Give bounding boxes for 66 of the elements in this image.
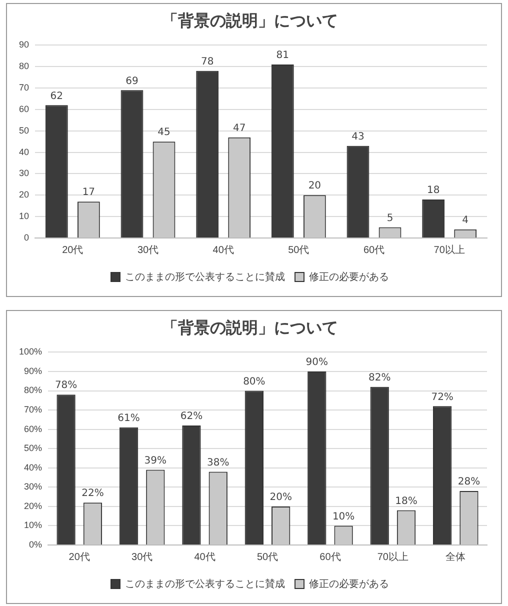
data-label: 20% xyxy=(270,492,292,504)
y-tick-label: 70 xyxy=(18,82,30,93)
data-label: 10% xyxy=(332,511,355,522)
legend-label: 修正の必要がある xyxy=(309,578,389,590)
data-label: 81 xyxy=(276,50,290,62)
data-label: 47 xyxy=(232,122,246,134)
data-label: 43 xyxy=(352,131,364,142)
y-tick-label: 50 xyxy=(18,125,30,136)
data-label: 4 xyxy=(462,215,469,226)
y-tick-label: 20% xyxy=(24,500,42,511)
data-label: 5 xyxy=(386,212,394,224)
data-label: 90% xyxy=(306,357,328,368)
data-label: 78% xyxy=(54,380,78,392)
legend-label: 修正の必要がある xyxy=(309,270,389,283)
x-tick-label: 20代 xyxy=(62,244,84,256)
y-tick-label: 90 xyxy=(18,40,30,50)
x-tick-label: 60代 xyxy=(363,244,385,256)
data-label: 82% xyxy=(368,372,391,384)
data-label: 28% xyxy=(458,476,480,488)
x-tick-label: 40代 xyxy=(212,244,234,256)
data-label: 62% xyxy=(180,411,203,422)
data-label: 22% xyxy=(82,488,104,500)
legend-label: このままの形で公表することに賛成 xyxy=(125,578,285,590)
data-label: 80% xyxy=(243,376,266,388)
y-tick-label: 60 xyxy=(18,104,30,114)
data-label: 45 xyxy=(158,127,170,138)
y-tick-label: 40% xyxy=(24,462,42,472)
y-tick-label: 10 xyxy=(18,211,30,222)
data-label: 78 xyxy=(200,56,214,68)
x-tick-label: 60代 xyxy=(320,552,341,563)
data-label: 72% xyxy=(431,392,454,403)
y-tick-label: 20 xyxy=(18,190,30,200)
x-tick-label: 20代 xyxy=(68,552,90,563)
data-label: 18 xyxy=(426,185,440,196)
data-label: 18% xyxy=(395,496,418,507)
x-tick-label: 全体 xyxy=(446,550,466,563)
x-tick-label: 70以上 xyxy=(434,244,465,256)
y-tick-label: 50% xyxy=(24,443,42,454)
y-tick-label: 60% xyxy=(24,424,42,434)
data-label: 20 xyxy=(308,180,322,192)
data-label: 17 xyxy=(82,187,96,198)
y-tick-label: 100% xyxy=(18,346,42,357)
y-tick-label: 30% xyxy=(24,482,42,492)
legend-label: このままの形で公表することに賛成 xyxy=(125,270,285,283)
data-label: 61% xyxy=(118,412,140,424)
y-tick-label: 70% xyxy=(24,404,42,415)
data-label: 39% xyxy=(144,455,167,466)
x-tick-label: 30代 xyxy=(132,552,153,563)
y-tick-label: 40 xyxy=(18,146,30,157)
y-tick-label: 30 xyxy=(18,168,30,178)
data-label: 62 xyxy=(50,90,64,102)
y-tick-label: 90% xyxy=(24,366,42,376)
x-tick-label: 30代 xyxy=(137,244,159,256)
data-label: 38% xyxy=(207,457,230,468)
x-tick-label: 70以上 xyxy=(377,550,408,563)
chart-title: 「背景の説明」について xyxy=(162,10,338,30)
chart-title: 「背景の説明」について xyxy=(162,318,338,337)
y-tick-label: 80 xyxy=(18,61,30,72)
x-tick-label: 40代 xyxy=(194,552,216,563)
x-tick-label: 50代 xyxy=(256,552,278,563)
y-tick-label: 80% xyxy=(24,385,42,396)
y-tick-label: 10% xyxy=(24,520,42,530)
y-tick-label: 0 xyxy=(24,232,30,242)
x-tick-label: 50代 xyxy=(288,244,310,256)
y-tick-label: 0% xyxy=(29,539,42,550)
data-label: 69 xyxy=(126,76,138,87)
